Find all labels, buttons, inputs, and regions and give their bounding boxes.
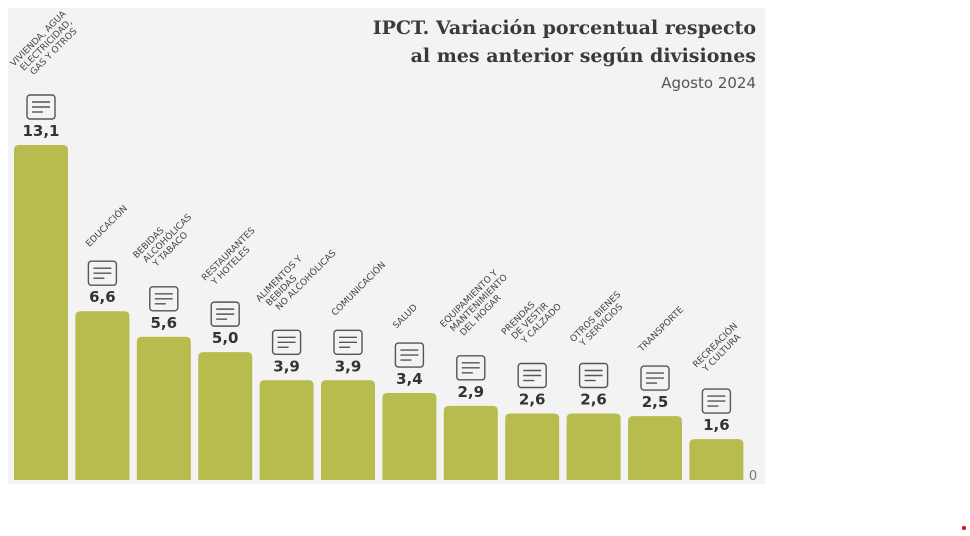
- value-label: 6,6: [89, 288, 116, 306]
- category-label: COMUNICACIÓN: [329, 259, 389, 319]
- bar: [443, 405, 498, 480]
- category-label-line: SALUD: [391, 303, 419, 331]
- diploma-icon: [87, 260, 118, 286]
- bar: [75, 311, 130, 480]
- bar: [321, 380, 375, 480]
- category-label: RECREACIÓNY CULTURA: [690, 320, 747, 377]
- category-label: OTROS BIENESY SERVICIOS: [569, 290, 631, 352]
- value-label: 3,9: [335, 357, 362, 375]
- category-label-line: EDUCACIÓN: [83, 202, 130, 249]
- bar: [14, 145, 68, 480]
- smartphone-icon: [333, 329, 363, 355]
- category-label: EDUCACIÓN: [83, 202, 130, 249]
- house-bill-icon: [26, 94, 56, 120]
- value-label: 5,0: [212, 329, 239, 347]
- hospital-icon: [394, 342, 425, 368]
- value-label: 3,4: [396, 370, 423, 388]
- value-label: 2,5: [642, 393, 669, 411]
- value-label: 2,6: [519, 391, 546, 409]
- bus-icon: [640, 365, 670, 391]
- bar: [198, 352, 253, 480]
- value-label: 5,6: [151, 314, 178, 332]
- bar: [505, 413, 560, 480]
- bar: [689, 439, 744, 480]
- category-label: BEBIDASALCOHÓLICASY TABACO: [132, 205, 202, 275]
- dining-plate-icon: [210, 301, 240, 327]
- bar: [628, 416, 682, 480]
- category-label: TRANSPORTE: [636, 305, 686, 355]
- value-label: 2,9: [458, 383, 485, 401]
- value-label: 13,1: [22, 122, 59, 140]
- category-label: ALIMENTOS YBEBIDASNO ALCOHÓLICAS: [255, 234, 339, 318]
- bar: [382, 393, 437, 480]
- value-label: 1,6: [703, 416, 730, 434]
- category-label: SALUD: [391, 303, 419, 331]
- category-label-line: COMUNICACIÓN: [329, 259, 389, 319]
- camera-icon: [701, 388, 732, 414]
- chart-title: IPCT. Variación porcentual respecto al m…: [373, 14, 756, 70]
- shirt-icon: [517, 362, 547, 389]
- category-label: RESTAURANTESY HOTELES: [200, 226, 264, 290]
- category-label-line: TRANSPORTE: [636, 305, 686, 355]
- food-bowl-icon: [271, 329, 302, 355]
- title-line-1: IPCT. Variación porcentual respecto: [372, 17, 756, 39]
- bar: [566, 413, 621, 480]
- bar: [259, 380, 314, 480]
- bar: [136, 336, 191, 480]
- value-label: 2,6: [580, 391, 607, 409]
- value-label: 3,9: [273, 357, 300, 375]
- red-dot: [962, 526, 966, 530]
- scissors-ribbon-icon: [578, 362, 609, 389]
- title-line-2: al mes anterior según divisiones: [410, 45, 756, 67]
- baseline-label: 0: [749, 469, 757, 484]
- microwave-icon: [456, 355, 486, 381]
- wine-bottle-icon: [149, 286, 179, 312]
- chart-subtitle: Agosto 2024: [661, 74, 756, 92]
- category-label: VIVIENDA, AGUAELECTRICIDAD,GAS Y OTROS: [9, 9, 83, 83]
- category-label: PRENDASDE VESTIRY CALZADO: [500, 288, 564, 352]
